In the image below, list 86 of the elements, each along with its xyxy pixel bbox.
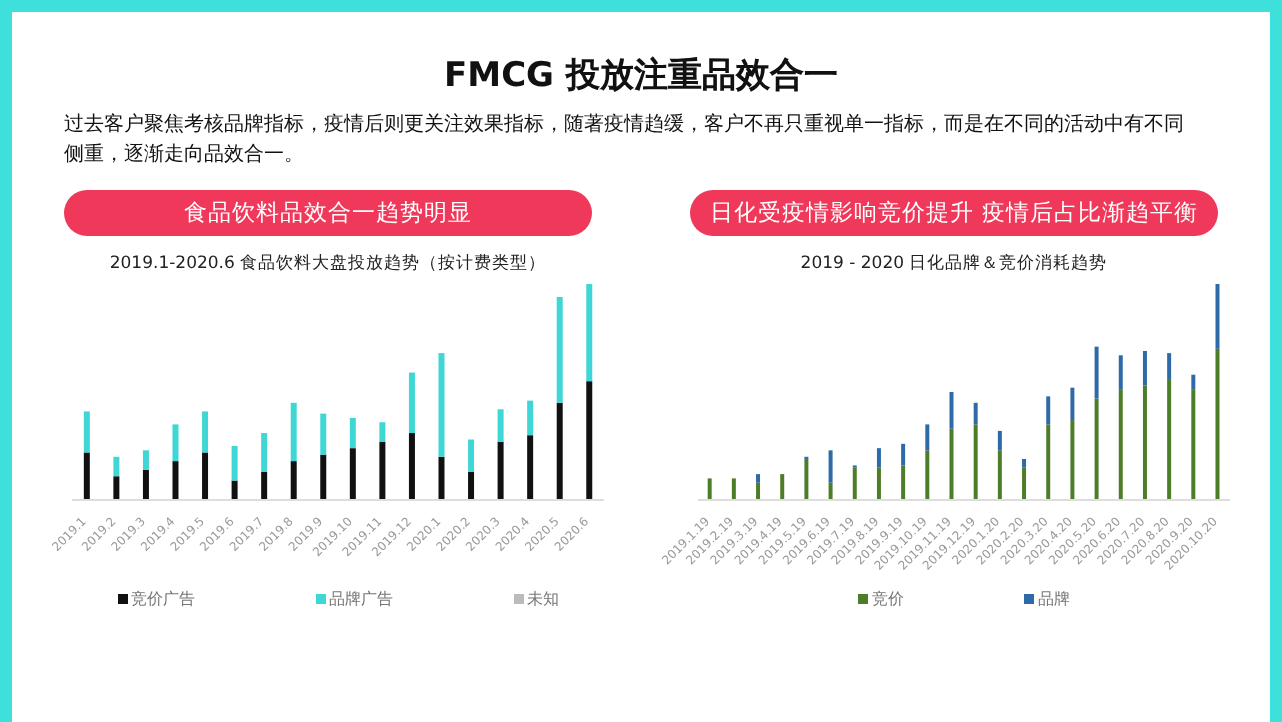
bar bbox=[320, 454, 327, 500]
text: FMCG 投放注重品效合一 bbox=[442, 54, 840, 98]
bar bbox=[468, 439, 475, 472]
bar bbox=[828, 450, 833, 483]
bar bbox=[497, 441, 504, 500]
bar bbox=[731, 478, 736, 500]
text: 过去客户聚焦考核品牌指标，疫情后则更关注效果指标，随著疫情趋缓，客户不再只重视单一指标，而是在不同的活动中有不同侧重，逐渐走向品效合一。 bbox=[64, 111, 1186, 170]
bar bbox=[231, 480, 238, 500]
bar bbox=[707, 478, 712, 500]
bar bbox=[113, 476, 120, 500]
legend-label: 品牌广告 bbox=[327, 588, 393, 610]
bar bbox=[586, 381, 593, 500]
bar bbox=[202, 452, 209, 500]
bar bbox=[408, 372, 415, 434]
bar bbox=[973, 424, 978, 500]
bar bbox=[290, 461, 297, 500]
bar bbox=[901, 443, 906, 466]
bar bbox=[997, 450, 1002, 500]
bar bbox=[202, 411, 209, 453]
bar bbox=[320, 413, 327, 455]
bar bbox=[1070, 420, 1075, 500]
bar bbox=[1118, 355, 1123, 390]
bar bbox=[556, 402, 563, 500]
chart-subtitle: 食品饮料品效合一趋势明显 bbox=[64, 190, 592, 236]
bar bbox=[901, 465, 906, 500]
bar bbox=[468, 471, 475, 500]
bar bbox=[83, 452, 90, 500]
chart-subtitle: 日化受疫情影响竞价提升 疫情后占比渐趋平衡 bbox=[690, 190, 1218, 236]
bar bbox=[261, 471, 268, 500]
legend-label: 未知 bbox=[525, 588, 559, 610]
bar bbox=[172, 424, 179, 462]
bar bbox=[756, 482, 761, 500]
bar bbox=[349, 448, 356, 500]
bar bbox=[1046, 396, 1051, 425]
bar bbox=[1022, 467, 1027, 500]
bar bbox=[261, 433, 268, 472]
bar bbox=[1022, 458, 1027, 468]
bar bbox=[1191, 389, 1196, 500]
bar bbox=[290, 402, 297, 462]
bar bbox=[408, 433, 415, 500]
bar bbox=[1070, 387, 1075, 421]
bar bbox=[780, 474, 785, 500]
bar bbox=[142, 469, 149, 500]
bar bbox=[925, 450, 930, 500]
bar bbox=[828, 482, 833, 500]
bar bbox=[1094, 398, 1099, 500]
bar bbox=[1142, 350, 1147, 386]
bar bbox=[497, 409, 504, 442]
legend-label: 竞价广告 bbox=[129, 588, 195, 610]
bar bbox=[1094, 346, 1099, 399]
bar bbox=[997, 430, 1002, 451]
chart-title: 2019 - 2020 日化品牌＆竞价消耗趋势 bbox=[798, 252, 1110, 276]
bar bbox=[949, 428, 954, 500]
bar bbox=[527, 435, 534, 500]
bar bbox=[438, 353, 445, 457]
bar bbox=[527, 400, 534, 436]
bar bbox=[949, 392, 954, 429]
legend-label: 品牌 bbox=[1036, 588, 1070, 610]
bar bbox=[804, 458, 809, 500]
bar bbox=[1215, 284, 1220, 349]
chart-title: 2019.1-2020.6 食品饮料大盘投放趋势（按计费类型） bbox=[107, 252, 549, 276]
bar bbox=[556, 296, 563, 403]
bar bbox=[438, 456, 445, 500]
bar bbox=[925, 424, 930, 451]
bar bbox=[379, 441, 386, 500]
bar bbox=[231, 446, 238, 481]
bar bbox=[1215, 348, 1220, 500]
bar bbox=[756, 474, 761, 483]
legend-label: 竞价 bbox=[870, 588, 904, 610]
bar bbox=[876, 467, 881, 500]
bar bbox=[586, 284, 593, 382]
bar bbox=[1046, 424, 1051, 500]
bar bbox=[172, 461, 179, 500]
bar bbox=[83, 411, 90, 453]
bar bbox=[1142, 385, 1147, 500]
bar bbox=[1167, 379, 1172, 500]
bar bbox=[1191, 374, 1196, 390]
bar bbox=[142, 450, 149, 470]
bar bbox=[379, 422, 386, 442]
bar bbox=[973, 402, 978, 425]
bar bbox=[113, 456, 120, 477]
bar bbox=[852, 467, 857, 500]
bar bbox=[876, 448, 881, 468]
bar bbox=[349, 417, 356, 449]
bar bbox=[1167, 353, 1172, 380]
bar bbox=[1118, 389, 1123, 500]
